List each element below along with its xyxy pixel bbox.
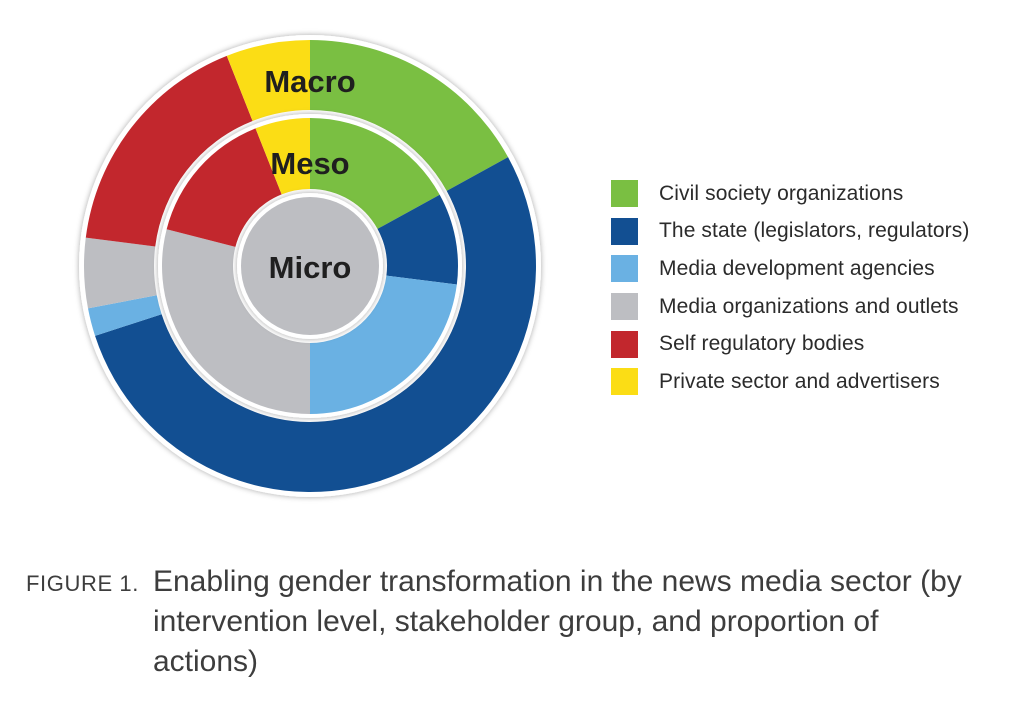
figure-caption: FIGURE 1. Enabling gender transformation…: [26, 562, 1006, 682]
macro-slice-the-state-legislators-regulators: [95, 157, 536, 492]
legend-item-state: The state (legislators, regulators): [611, 213, 969, 251]
meso-slice-civil-society-organizations: [310, 118, 440, 229]
macro-slice-civil-society-organizations: [310, 40, 509, 191]
meso-slice-media-development-agencies: [310, 275, 457, 414]
legend-label: Self regulatory bodies: [659, 332, 865, 356]
legend-item-self-regulatory: Self regulatory bodies: [611, 325, 969, 363]
macro-ring: [84, 40, 536, 492]
legend-swatch: [611, 368, 638, 396]
micro-ring: [241, 197, 379, 335]
meso-label: Meso: [270, 146, 349, 181]
meso-slice-self-regulatory-bodies: [166, 128, 282, 247]
legend-label: Private sector and advertisers: [659, 369, 940, 393]
macro-label: Macro: [264, 64, 355, 99]
macro-slice-private-sector-and-advertisers: [226, 40, 310, 121]
macro-slice-media-development-agencies: [88, 295, 162, 336]
caption-text: Enabling gender transformation in the ne…: [152, 565, 962, 678]
micro-label: Micro: [269, 250, 352, 285]
caption-tag: FIGURE 1.: [26, 571, 139, 596]
legend-swatch: [611, 293, 638, 321]
legend-item-private-sector: Private sector and advertisers: [611, 363, 969, 401]
legend-item-media-organizations: Media organizations and outlets: [611, 288, 969, 326]
figure: Macro Meso Micro Civil society organizat…: [79, 35, 969, 497]
macro-slice-media-organizations-and-outlets: [84, 237, 157, 309]
meso-slice-media-organizations-and-outlets: [162, 229, 310, 414]
micro-slice-media-organizations-and-outlets: [241, 197, 379, 335]
legend-swatch: [611, 255, 638, 283]
legend-label: Media development agencies: [659, 256, 935, 280]
legend-swatch: [611, 217, 638, 245]
meso-slice-the-state-legislators-regulators: [377, 194, 458, 285]
legend-swatch: [611, 330, 638, 358]
nested-donut-chart: Macro Meso Micro: [79, 35, 541, 497]
legend-label: Civil society organizations: [659, 181, 904, 205]
legend-label: Media organizations and outlets: [659, 294, 959, 318]
meso-slice-private-sector-and-advertisers: [255, 118, 310, 195]
macro-slice-self-regulatory-bodies: [85, 55, 253, 247]
legend-label: The state (legislators, regulators): [659, 219, 970, 243]
legend-item-civil-society: Civil society organizations: [611, 175, 969, 213]
legend-swatch: [611, 180, 638, 208]
legend: Civil society organizations The state (l…: [611, 175, 969, 401]
legend-item-media-development: Media development agencies: [611, 250, 969, 288]
meso-ring: [162, 118, 458, 414]
